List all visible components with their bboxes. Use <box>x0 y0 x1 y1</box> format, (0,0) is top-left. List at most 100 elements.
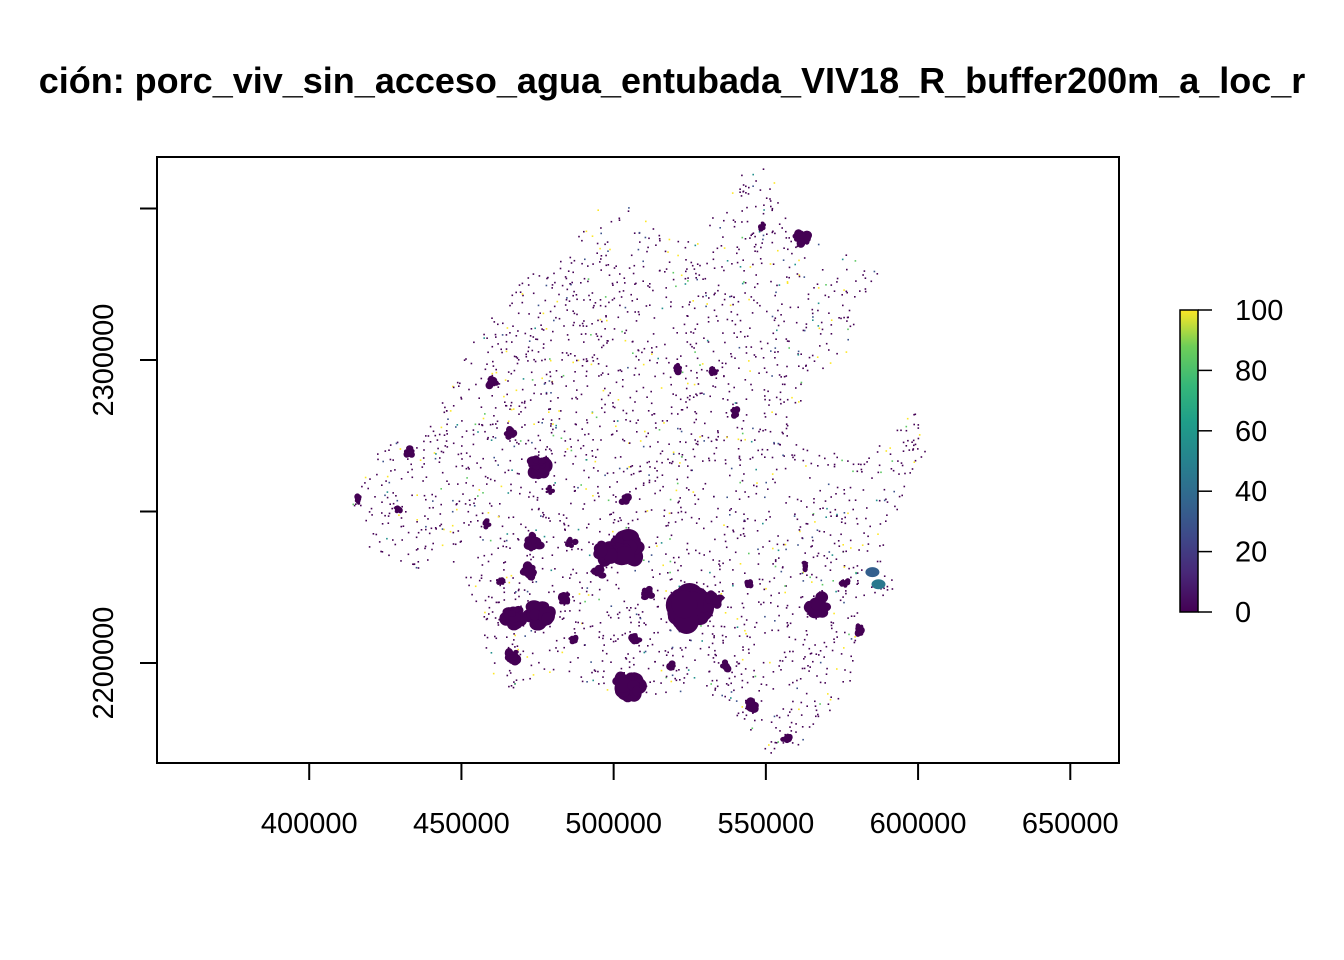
raster-cell <box>725 362 727 365</box>
raster-cell <box>547 276 549 279</box>
raster-cell <box>615 496 617 498</box>
raster-cell <box>482 492 484 494</box>
raster-cell <box>612 640 615 643</box>
raster-cell <box>787 248 789 251</box>
raster-cell <box>719 227 721 229</box>
raster-cell <box>520 486 522 489</box>
raster-cell <box>706 685 708 687</box>
raster-cell <box>541 488 544 490</box>
raster-cell <box>771 209 773 212</box>
raster-cell <box>565 277 568 280</box>
legend-bar-border <box>1179 309 1199 613</box>
raster-cell <box>696 357 699 360</box>
raster-cell <box>774 620 776 622</box>
raster-cell <box>480 377 483 380</box>
raster-cell <box>635 282 637 285</box>
raster-cell <box>835 515 838 517</box>
raster-cell <box>736 714 739 717</box>
raster-cell <box>629 396 632 399</box>
raster-cell <box>508 516 510 519</box>
raster-cell <box>706 369 708 372</box>
raster-cell <box>558 410 560 412</box>
raster-cell <box>498 618 500 621</box>
raster-cell <box>441 402 444 404</box>
raster-cell <box>799 530 801 533</box>
raster-cell <box>800 701 803 704</box>
raster-cell <box>785 237 788 239</box>
raster-cell <box>416 494 418 496</box>
raster-cell <box>686 396 689 399</box>
raster-cell <box>518 473 520 475</box>
raster-cell <box>417 548 419 550</box>
raster-cell <box>588 294 590 297</box>
raster-cell <box>836 636 838 638</box>
raster-cell <box>590 334 592 336</box>
raster-cell <box>460 398 463 400</box>
raster-cell <box>679 497 681 499</box>
raster-cell <box>551 284 554 286</box>
raster-cell <box>741 174 743 177</box>
raster-cell <box>849 539 852 542</box>
raster-cell <box>894 505 896 508</box>
raster-cell <box>727 383 730 385</box>
raster-cell <box>710 683 712 685</box>
raster-cell <box>510 404 512 407</box>
raster-cell <box>733 296 735 298</box>
raster-cell <box>760 700 763 702</box>
raster-cell <box>560 376 563 378</box>
raster-cell <box>655 693 657 695</box>
raster-cell <box>573 290 575 293</box>
raster-cell <box>779 398 782 401</box>
raster-cell <box>802 459 805 462</box>
raster-cell <box>760 603 762 606</box>
raster-cell <box>606 342 608 344</box>
raster-cell <box>752 263 754 266</box>
raster-cell <box>564 276 567 278</box>
x-tick-label: 650000 <box>1022 808 1119 840</box>
raster-cell <box>690 433 693 435</box>
raster-cell <box>606 689 609 691</box>
raster-cell <box>866 461 868 463</box>
raster-cell <box>786 365 788 368</box>
raster-cell <box>843 647 845 649</box>
raster-cell <box>537 421 540 423</box>
raster-cell <box>812 513 815 515</box>
raster-cell <box>692 300 694 302</box>
raster-cell <box>782 454 784 457</box>
raster-cell <box>645 305 648 307</box>
raster-cell <box>652 289 654 292</box>
raster-cell <box>807 665 809 667</box>
raster-cell <box>852 566 855 569</box>
raster-cell <box>392 539 394 541</box>
raster-cell <box>522 650 525 653</box>
raster-cell <box>545 328 548 330</box>
raster-cell <box>729 509 731 512</box>
raster-cell <box>777 249 779 252</box>
raster-cell <box>483 554 486 557</box>
raster-cell <box>783 375 786 378</box>
raster-cell <box>634 569 636 572</box>
raster-cell <box>465 482 467 484</box>
raster-cell <box>760 347 763 350</box>
raster-cell <box>503 587 505 589</box>
raster-cell <box>733 386 735 389</box>
raster-cell <box>783 401 785 403</box>
raster-cell <box>701 632 704 635</box>
raster-cell <box>690 369 692 372</box>
raster-cell <box>624 306 627 309</box>
raster-cell <box>546 277 548 280</box>
raster-cell <box>626 607 628 609</box>
raster-cell <box>758 690 760 692</box>
raster-cell <box>550 569 553 572</box>
raster-cell <box>548 411 550 413</box>
raster-cell <box>731 320 734 322</box>
raster-cell <box>537 304 540 307</box>
raster-cell <box>772 671 775 673</box>
raster-cell <box>800 400 802 402</box>
raster-cell <box>661 450 664 452</box>
raster-cell <box>514 634 516 637</box>
raster-cell <box>512 516 515 518</box>
raster-cell <box>574 632 576 634</box>
raster-cell <box>537 508 540 511</box>
raster-cell <box>802 580 805 582</box>
